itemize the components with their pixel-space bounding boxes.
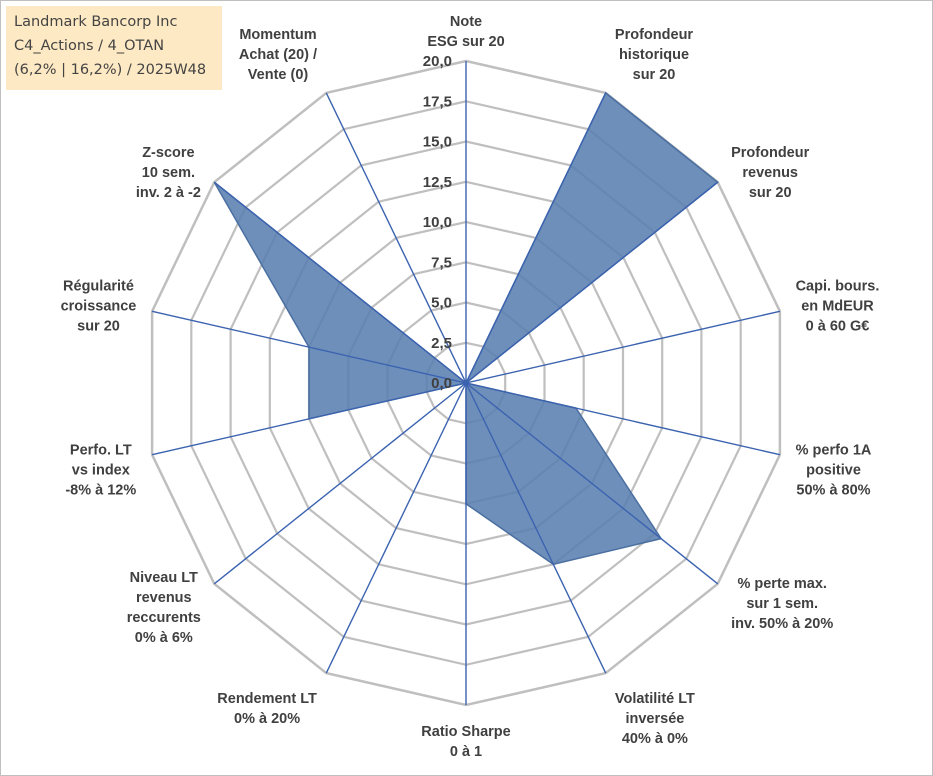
axis-label-line: croissance xyxy=(61,299,137,315)
axis-label-line: 40% à 0% xyxy=(622,731,688,747)
chart-title-box: Landmark Bancorp Inc C4_Actions / 4_OTAN… xyxy=(6,6,222,90)
tick-label: 12,5 xyxy=(423,174,452,191)
axis-label-line: % perte max. xyxy=(737,576,826,592)
axis-spoke xyxy=(213,382,467,585)
axis-spoke xyxy=(213,181,467,384)
axis-label-group: Ratio Sharpe 0 à 1 xyxy=(421,724,510,760)
axis-label-line: Volatilité LT xyxy=(615,691,695,707)
axis-spoke xyxy=(465,181,719,384)
axis-label-line: Perfo. LT xyxy=(70,442,132,458)
axis-label: Régularité croissance sur 20 xyxy=(61,279,137,335)
axis-label: Profondeur revenus sur 20 xyxy=(731,145,809,201)
company-name: Landmark Bancorp Inc xyxy=(14,14,178,30)
axis-label: Capi. bours. en MdEUR 0 à 60 G€ xyxy=(796,279,880,335)
axis-label-line: inv. 2 à -2 xyxy=(136,185,201,201)
axis-label-line: Niveau LT xyxy=(130,570,198,586)
axis-label-line: historique xyxy=(619,47,689,63)
axis-label-line: 10 sem. xyxy=(142,165,195,181)
axis-spoke xyxy=(465,382,607,674)
axis-label-group: % perte max. sur 1 sem. inv. 50% à 20% xyxy=(731,576,833,632)
axis-label-line: Rendement LT xyxy=(217,691,317,707)
spoke-layer xyxy=(151,61,781,705)
axis-label: Note ESG sur 20 xyxy=(427,14,504,50)
axis-label-group: Note ESG sur 20 xyxy=(427,14,504,50)
axis-label-line: sur 20 xyxy=(633,67,676,83)
axis-label-line: 0% à 20% xyxy=(234,711,300,727)
tick-label: 0,0 xyxy=(431,375,452,392)
stats-label: (6,2% | 16,2%) / 2025W48 xyxy=(14,62,207,78)
axis-label: % perte max. sur 1 sem. inv. 50% à 20% xyxy=(731,576,833,632)
axis-spoke xyxy=(465,92,607,384)
tick-label: 2,5 xyxy=(431,335,452,352)
axis-spoke xyxy=(465,310,781,384)
axis-label-line: 0 à 1 xyxy=(450,744,482,760)
tick-label: 20,0 xyxy=(423,53,452,70)
axis-label: Profondeur historique sur 20 xyxy=(615,27,693,83)
axis-label-group: Capi. bours. en MdEUR 0 à 60 G€ xyxy=(796,279,880,335)
axis-label-line: % perfo 1A xyxy=(796,442,872,458)
axis-label-line: en MdEUR xyxy=(801,299,874,315)
portfolio-label: C4_Actions / 4_OTAN xyxy=(14,38,165,54)
axis-label-line: sur 1 sem. xyxy=(746,596,818,612)
axis-label-line: positive xyxy=(806,462,861,478)
axis-label-line: Vente (0) xyxy=(248,67,309,83)
axis-label-line: vs index xyxy=(72,462,130,478)
axis-label: Volatilité LT inversée 40% à 0% xyxy=(615,691,695,747)
tick-label: 15,0 xyxy=(423,134,452,151)
axis-label-line: reccurents xyxy=(127,610,201,626)
axis-label: Niveau LT revenus reccurents 0% à 6% xyxy=(127,570,201,646)
axis-label: Ratio Sharpe 0 à 1 xyxy=(421,724,510,760)
axis-label-line: Achat (20) / xyxy=(239,47,317,63)
axis-spoke xyxy=(465,382,719,585)
axis-spoke xyxy=(325,92,467,384)
axis-label-line: 50% à 80% xyxy=(796,482,870,498)
axis-label-group: Profondeur revenus sur 20 xyxy=(731,145,809,201)
axis-label-group: % perfo 1A positive 50% à 80% xyxy=(796,442,872,498)
axis-label-line: 0% à 6% xyxy=(135,630,193,646)
axis-label-line: ESG sur 20 xyxy=(427,34,504,50)
axis-label-group: Profondeur historique sur 20 xyxy=(615,27,693,83)
tick-label: 17,5 xyxy=(423,93,452,110)
axis-label: Momentum Achat (20) / Vente (0) xyxy=(239,27,317,83)
axis-label-line: 0 à 60 G€ xyxy=(806,319,870,335)
axis-label-group: Z-score 10 sem. inv. 2 à -2 xyxy=(136,145,201,201)
tick-labels: 0,0 2,5 5,0 7,5 10,0 12,5 15,0 17,5 20,0 xyxy=(423,53,452,392)
tick-label: 5,0 xyxy=(431,295,452,312)
axis-label-group: Volatilité LT inversée 40% à 0% xyxy=(615,691,695,747)
axis-label: Perfo. LT vs index -8% à 12% xyxy=(65,442,136,498)
axis-label-line: Note xyxy=(450,14,482,30)
axis-label: Rendement LT 0% à 20% xyxy=(217,691,317,727)
tick-label: 7,5 xyxy=(431,254,452,271)
axis-label-line: Capi. bours. xyxy=(796,279,880,295)
axis-labels: Note ESG sur 20 Profondeur historique sur 20… xyxy=(61,14,880,760)
axis-label: Z-score 10 sem. inv. 2 à -2 xyxy=(136,145,201,201)
axis-label-line: Ratio Sharpe xyxy=(421,724,510,740)
axis-label: % perfo 1A positive 50% à 80% xyxy=(796,442,872,498)
axis-label-line: Profondeur xyxy=(615,27,693,43)
axis-label-line: sur 20 xyxy=(749,185,792,201)
axis-spoke xyxy=(465,382,781,456)
axis-label-line: Z-score xyxy=(142,145,194,161)
axis-label-group: Régularité croissance sur 20 xyxy=(61,279,137,335)
axis-label-line: Momentum xyxy=(239,27,316,43)
axis-spoke xyxy=(151,382,467,456)
axis-label-line: inversée xyxy=(625,711,684,727)
axis-label-group: Perfo. LT vs index -8% à 12% xyxy=(65,442,136,498)
tick-label: 10,0 xyxy=(423,214,452,231)
axis-spoke xyxy=(151,310,467,384)
axis-label-line: Régularité xyxy=(63,279,134,295)
axis-label-line: Profondeur xyxy=(731,145,809,161)
axis-label-line: -8% à 12% xyxy=(65,482,136,498)
axis-label-line: inv. 50% à 20% xyxy=(731,616,833,632)
axis-label-group: Rendement LT 0% à 20% xyxy=(217,691,317,727)
axis-label-line: revenus xyxy=(742,165,798,181)
axis-label-group: Niveau LT revenus reccurents 0% à 6% xyxy=(127,570,201,646)
axis-label-line: revenus xyxy=(136,590,192,606)
axis-spoke xyxy=(325,382,467,674)
axis-label-line: sur 20 xyxy=(77,319,120,335)
axis-label-group: Momentum Achat (20) / Vente (0) xyxy=(239,27,317,83)
